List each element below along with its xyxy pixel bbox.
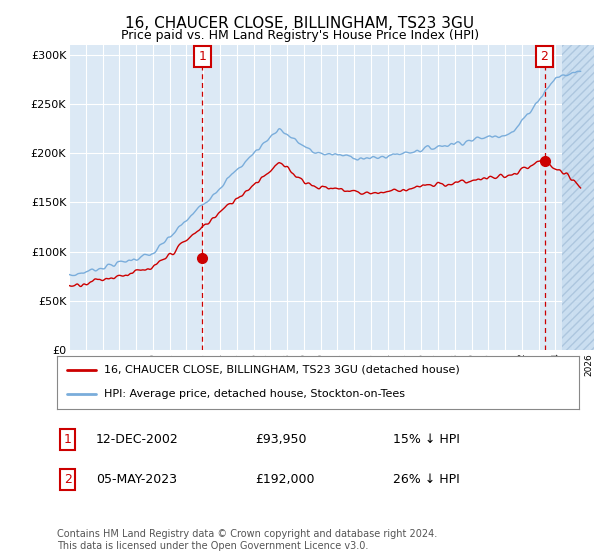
Text: HPI: Average price, detached house, Stockton-on-Tees: HPI: Average price, detached house, Stoc… (104, 389, 405, 399)
Text: 12-DEC-2002: 12-DEC-2002 (96, 433, 179, 446)
Text: 2: 2 (64, 473, 72, 486)
Text: £192,000: £192,000 (255, 473, 314, 486)
Text: 1: 1 (199, 50, 206, 63)
Text: 05-MAY-2023: 05-MAY-2023 (96, 473, 177, 486)
Text: 15% ↓ HPI: 15% ↓ HPI (393, 433, 460, 446)
Text: 16, CHAUCER CLOSE, BILLINGHAM, TS23 3GU: 16, CHAUCER CLOSE, BILLINGHAM, TS23 3GU (125, 16, 475, 31)
Text: £93,950: £93,950 (255, 433, 307, 446)
Text: Price paid vs. HM Land Registry's House Price Index (HPI): Price paid vs. HM Land Registry's House … (121, 29, 479, 42)
Text: Contains HM Land Registry data © Crown copyright and database right 2024.
This d: Contains HM Land Registry data © Crown c… (57, 529, 437, 551)
Text: 26% ↓ HPI: 26% ↓ HPI (393, 473, 460, 486)
Text: 16, CHAUCER CLOSE, BILLINGHAM, TS23 3GU (detached house): 16, CHAUCER CLOSE, BILLINGHAM, TS23 3GU … (104, 365, 460, 375)
Bar (562, 45, 594, 350)
Text: 2: 2 (541, 50, 548, 63)
Text: 1: 1 (64, 433, 72, 446)
